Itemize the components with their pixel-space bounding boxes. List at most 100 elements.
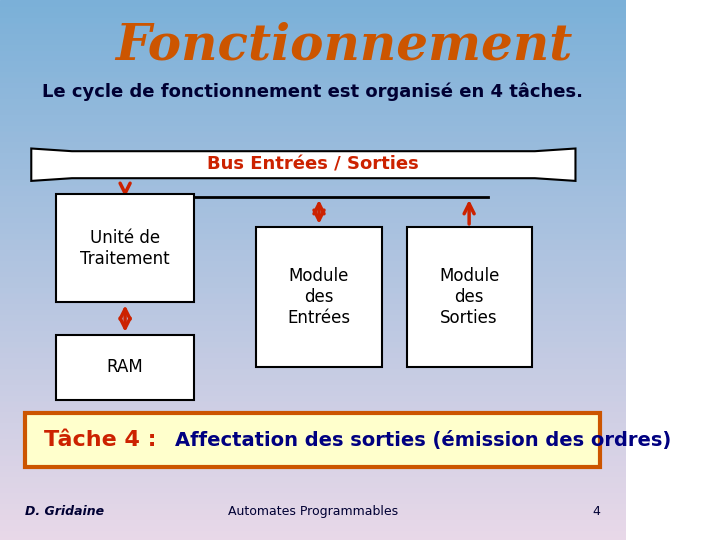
Bar <box>0 103 626 108</box>
Bar <box>0 351 626 356</box>
Bar <box>0 76 626 81</box>
Bar <box>0 329 626 335</box>
Bar <box>0 356 626 362</box>
Bar <box>0 308 626 313</box>
Bar <box>0 81 626 86</box>
Bar <box>0 302 626 308</box>
Bar <box>0 157 626 162</box>
FancyBboxPatch shape <box>407 227 531 367</box>
Bar <box>0 124 626 130</box>
Bar <box>0 254 626 259</box>
Bar <box>0 248 626 254</box>
Bar <box>0 108 626 113</box>
Bar <box>0 324 626 329</box>
Bar <box>0 481 626 486</box>
Bar <box>0 416 626 421</box>
Bar <box>0 335 626 340</box>
FancyBboxPatch shape <box>25 413 600 467</box>
Bar <box>0 65 626 70</box>
Bar <box>0 49 626 54</box>
Bar <box>0 443 626 448</box>
Bar <box>0 97 626 103</box>
Bar <box>0 22 626 27</box>
Bar <box>0 232 626 238</box>
Bar <box>0 432 626 437</box>
Bar <box>0 362 626 367</box>
Bar <box>0 508 626 513</box>
Text: RAM: RAM <box>107 358 143 376</box>
Bar <box>0 281 626 286</box>
Bar <box>0 491 626 497</box>
Bar <box>0 286 626 292</box>
Bar <box>0 221 626 227</box>
Bar <box>0 454 626 459</box>
Bar <box>0 200 626 205</box>
Bar <box>0 405 626 410</box>
Bar <box>0 448 626 454</box>
Bar <box>0 113 626 119</box>
Bar <box>0 389 626 394</box>
FancyBboxPatch shape <box>56 194 194 302</box>
Bar <box>0 189 626 194</box>
Text: Automates Programmables: Automates Programmables <box>228 505 398 518</box>
Bar <box>0 513 626 518</box>
Bar <box>0 178 626 184</box>
Text: Le cycle de fonctionnement est organisé en 4 tâches.: Le cycle de fonctionnement est organisé … <box>42 83 583 101</box>
Bar <box>0 270 626 275</box>
Bar <box>0 140 626 146</box>
Bar <box>0 486 626 491</box>
Text: Unité de
Traitement: Unité de Traitement <box>81 229 170 268</box>
Bar <box>0 367 626 373</box>
Bar <box>0 297 626 302</box>
Bar <box>0 497 626 502</box>
Bar <box>0 421 626 427</box>
Bar <box>0 38 626 43</box>
Text: Fonctionnement: Fonctionnement <box>115 22 572 70</box>
Bar <box>0 16 626 22</box>
Bar <box>0 394 626 400</box>
Bar <box>0 319 626 324</box>
Bar <box>0 173 626 178</box>
Bar <box>0 92 626 97</box>
Bar <box>0 11 626 16</box>
Bar <box>0 0 626 5</box>
Bar <box>0 470 626 475</box>
Bar <box>0 259 626 265</box>
Bar <box>0 135 626 140</box>
Bar <box>0 292 626 297</box>
Bar <box>0 518 626 524</box>
Bar <box>0 5 626 11</box>
Bar <box>0 59 626 65</box>
Bar <box>0 216 626 221</box>
Bar <box>0 410 626 416</box>
Text: Module
des
Sorties: Module des Sorties <box>439 267 499 327</box>
Bar <box>0 130 626 135</box>
Bar <box>0 265 626 270</box>
Bar <box>0 54 626 59</box>
FancyBboxPatch shape <box>256 227 382 367</box>
Bar <box>0 475 626 481</box>
Bar <box>0 383 626 389</box>
Bar <box>0 378 626 383</box>
FancyBboxPatch shape <box>56 335 194 400</box>
Bar <box>0 529 626 535</box>
Text: Module
des
Entrées: Module des Entrées <box>287 267 351 327</box>
Bar <box>0 167 626 173</box>
Bar <box>0 119 626 124</box>
Bar <box>0 400 626 405</box>
Bar <box>0 437 626 443</box>
Bar <box>0 275 626 281</box>
Bar <box>0 227 626 232</box>
Text: D. Gridaine: D. Gridaine <box>25 505 104 518</box>
Bar <box>0 238 626 243</box>
Bar <box>0 70 626 76</box>
Bar <box>0 502 626 508</box>
Text: Affectation des sorties (émission des ordres): Affectation des sorties (émission des or… <box>175 430 671 450</box>
Text: Tâche 4 :: Tâche 4 : <box>44 430 164 450</box>
Bar <box>0 464 626 470</box>
Bar <box>0 243 626 248</box>
Bar <box>0 205 626 211</box>
Bar <box>0 524 626 529</box>
Bar <box>0 211 626 216</box>
Bar <box>0 32 626 38</box>
